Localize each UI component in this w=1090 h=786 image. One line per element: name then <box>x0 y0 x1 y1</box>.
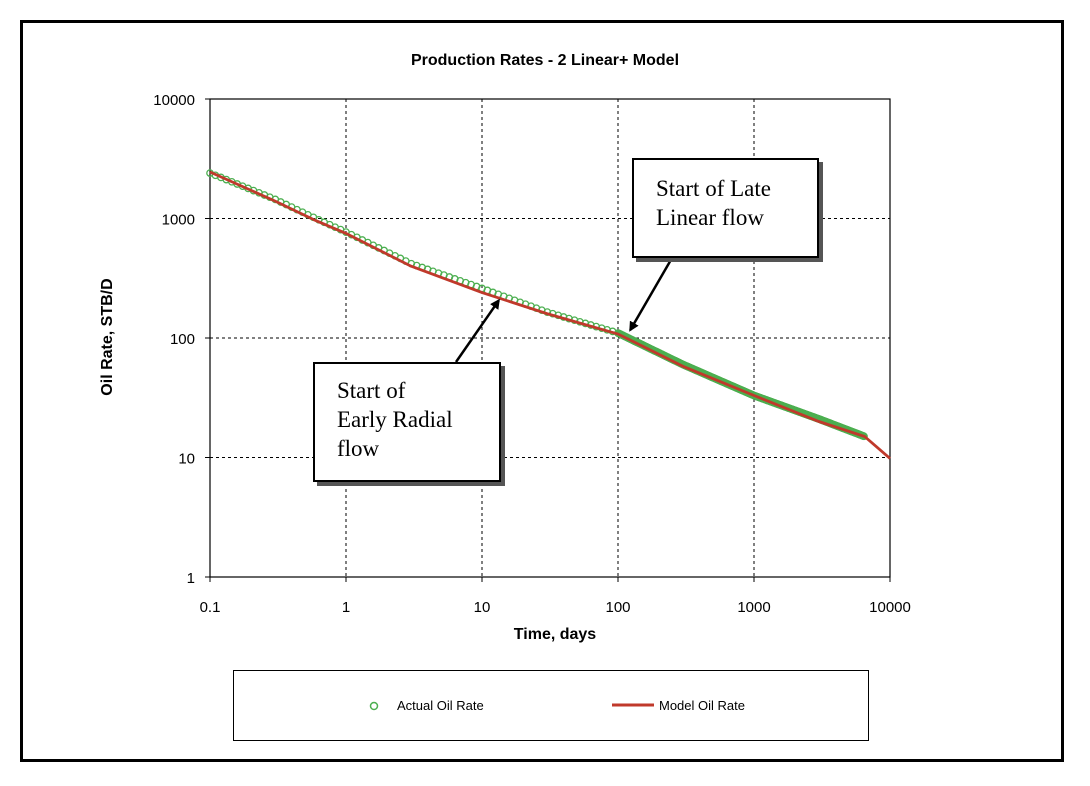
annotation-line: flow <box>337 436 380 461</box>
x-axis-label: Time, days <box>513 626 597 643</box>
legend-markers <box>369 701 654 711</box>
x-tick-label: 10000 <box>869 599 911 616</box>
annotation-line: Start of <box>337 378 406 403</box>
y-axis-label: Oil Rate, STB/D <box>99 278 116 396</box>
y-tick-label: 100 <box>170 331 195 348</box>
annotation-arrow-late <box>629 257 674 332</box>
legend-label-model: Model Oil Rate <box>659 698 745 713</box>
x-tick-label: 0.1 <box>200 599 221 616</box>
y-tick-label: 10 <box>178 451 195 468</box>
annotation-late-linear: Start of Late Linear flow <box>632 158 819 258</box>
model-oil-rate-line <box>209 170 891 460</box>
legend-marker-actual <box>369 701 379 711</box>
annotation-line: Linear flow <box>656 205 764 230</box>
annotation-arrow-early <box>454 298 500 363</box>
y-tick-label: 1 <box>187 570 195 587</box>
annotation-line: Start of Late <box>656 176 771 201</box>
x-tick-label: 1 <box>342 599 350 616</box>
annotation-early-radial: Start of Early Radial flow <box>313 362 501 482</box>
chart-title: Production Rates - 2 Linear+ Model <box>410 52 680 69</box>
legend-label-actual: Actual Oil Rate <box>397 698 484 713</box>
chart-legend: Actual Oil Rate Model Oil Rate <box>233 670 869 741</box>
x-tick-label: 10 <box>474 599 491 616</box>
x-tick-label: 1000 <box>737 599 770 616</box>
y-tick-label: 10000 <box>153 92 195 109</box>
x-tick-label: 100 <box>605 599 630 616</box>
y-tick-label: 1000 <box>162 212 195 229</box>
annotation-line: Early Radial <box>337 407 453 432</box>
